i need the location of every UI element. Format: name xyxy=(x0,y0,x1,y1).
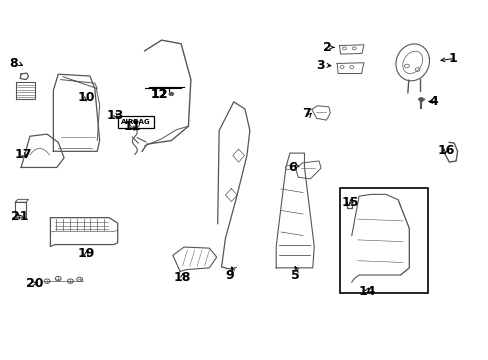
Text: 4: 4 xyxy=(429,95,438,108)
Text: 12: 12 xyxy=(151,88,168,101)
Text: 21: 21 xyxy=(11,210,29,223)
Bar xyxy=(339,188,427,293)
Text: 7: 7 xyxy=(302,107,310,120)
Text: 13: 13 xyxy=(107,109,124,122)
Text: 1: 1 xyxy=(447,51,456,64)
Text: 8: 8 xyxy=(9,57,18,70)
Circle shape xyxy=(168,92,173,96)
Text: 15: 15 xyxy=(341,196,359,209)
Text: 6: 6 xyxy=(288,161,296,174)
Text: AIRBAG: AIRBAG xyxy=(121,119,151,125)
Text: 9: 9 xyxy=(224,269,233,282)
Text: 14: 14 xyxy=(357,285,375,298)
Text: 12: 12 xyxy=(151,88,168,101)
Text: 16: 16 xyxy=(436,144,453,157)
Text: 18: 18 xyxy=(173,271,191,284)
Text: 10: 10 xyxy=(78,91,95,104)
Text: 20: 20 xyxy=(26,277,43,290)
Text: 11: 11 xyxy=(123,121,141,134)
Text: 2: 2 xyxy=(322,41,330,54)
Text: 17: 17 xyxy=(14,148,32,161)
Text: 5: 5 xyxy=(290,269,299,282)
Text: 3: 3 xyxy=(316,59,325,72)
Circle shape xyxy=(418,98,423,101)
Text: 19: 19 xyxy=(78,247,95,260)
